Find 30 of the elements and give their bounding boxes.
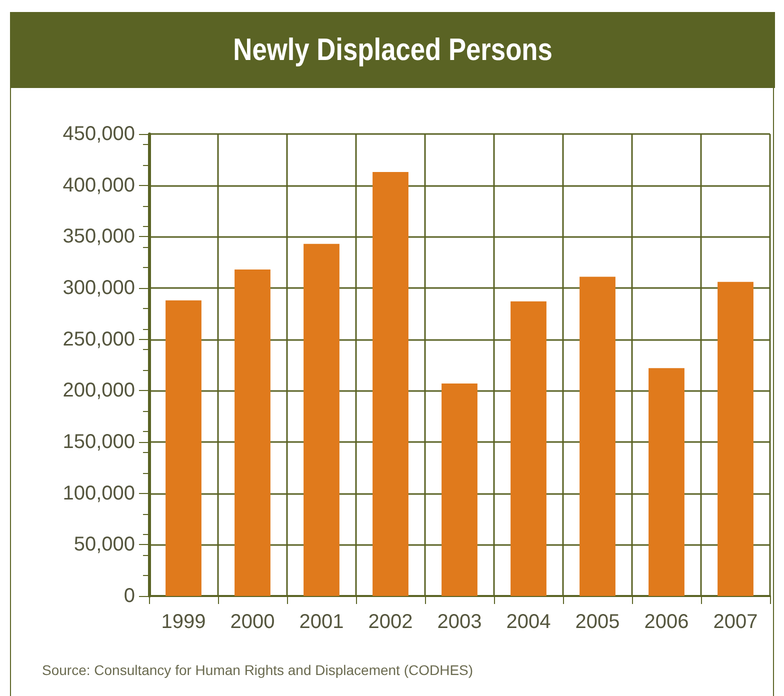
chart-title: Newly Displaced Persons xyxy=(232,32,552,68)
bar xyxy=(580,276,616,596)
x-tick-label: 2004 xyxy=(506,611,551,633)
y-tick-label: 150,000 xyxy=(62,431,135,453)
bar xyxy=(648,368,684,596)
y-tick-label: 50,000 xyxy=(74,534,135,556)
x-tick-label: 2002 xyxy=(368,611,413,633)
y-tick-label: 450,000 xyxy=(62,123,135,145)
bar xyxy=(718,282,754,596)
y-tick-label: 0 xyxy=(124,585,135,607)
x-tick-label: 1999 xyxy=(161,611,206,633)
y-tick-label: 400,000 xyxy=(62,174,135,196)
bar xyxy=(372,172,408,596)
x-tick-label: 2003 xyxy=(437,611,482,633)
y-tick-label: 100,000 xyxy=(62,482,135,504)
y-tick-label: 350,000 xyxy=(62,226,135,248)
x-tick-label: 2007 xyxy=(713,611,758,633)
bar xyxy=(304,244,340,596)
x-tick-label: 2006 xyxy=(644,611,689,633)
source-note: Source: Consultancy for Human Rights and Displacement (CODHES) xyxy=(42,662,474,678)
x-tick-label: 2000 xyxy=(230,611,275,633)
y-tick-label: 200,000 xyxy=(62,380,135,402)
bar xyxy=(234,270,270,596)
bar xyxy=(442,383,478,596)
bar xyxy=(510,301,546,596)
y-tick-label: 300,000 xyxy=(62,277,135,299)
x-tick-label: 2001 xyxy=(299,611,344,633)
bar xyxy=(166,300,202,596)
y-tick-label: 250,000 xyxy=(62,328,135,350)
x-tick-label: 2005 xyxy=(575,611,620,633)
